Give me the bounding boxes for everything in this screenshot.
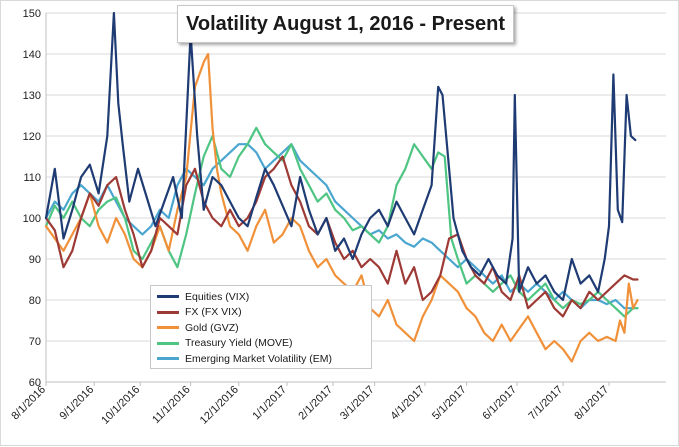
series-line-1 bbox=[44, 155, 639, 318]
y-tick-label: 150 bbox=[23, 8, 41, 20]
legend-item-treasury: Treasury Yield (MOVE) bbox=[157, 336, 371, 352]
x-tick-label: 12/1/2016 bbox=[198, 384, 241, 427]
y-tick-label: 90 bbox=[29, 254, 41, 266]
x-tick-label: 10/1/2016 bbox=[99, 384, 142, 427]
legend-swatch-treasury bbox=[157, 341, 179, 345]
x-tick-label: 7/1/2017 bbox=[526, 384, 565, 423]
chart-title: Volatility August 1, 2016 - Present bbox=[177, 5, 514, 43]
series-line-0 bbox=[44, 11, 637, 302]
y-tick-label: 110 bbox=[23, 172, 41, 184]
series-lines bbox=[44, 11, 639, 363]
legend-label-equities: Equities (VIX) bbox=[185, 290, 250, 303]
axes bbox=[45, 13, 666, 386]
x-tick-label: 3/1/2017 bbox=[338, 384, 377, 423]
legend-swatch-em bbox=[157, 357, 179, 361]
legend-label-fx: FX (FX VIX) bbox=[185, 306, 242, 319]
legend-item-gold: Gold (GVZ) bbox=[157, 320, 371, 336]
legend-swatch-equities bbox=[157, 295, 179, 299]
series-line-4 bbox=[44, 143, 639, 310]
y-tick-label: 60 bbox=[29, 377, 41, 389]
x-tick-label: 1/1/2017 bbox=[250, 384, 289, 423]
legend-swatch-fx bbox=[157, 310, 179, 314]
legend-label-gold: Gold (GVZ) bbox=[185, 321, 239, 334]
x-tick-label: 9/1/2016 bbox=[58, 384, 97, 423]
x-tick-label: 8/1/2017 bbox=[572, 384, 611, 423]
legend-swatch-gold bbox=[157, 326, 179, 330]
legend-label-treasury: Treasury Yield (MOVE) bbox=[185, 337, 293, 350]
y-tick-label: 80 bbox=[29, 295, 41, 307]
y-tick-label: 130 bbox=[23, 90, 41, 102]
legend-item-fx: FX (FX VIX) bbox=[157, 305, 371, 321]
y-tick-label: 100 bbox=[23, 213, 41, 225]
x-tick-label: 2/1/2017 bbox=[296, 384, 335, 423]
y-tick-label: 70 bbox=[29, 336, 41, 348]
x-tick-labels: 8/1/2016 9/1/2016 10/1/2016 11/1/2016 12/1/2… bbox=[9, 384, 611, 427]
legend-item-equities: Equities (VIX) bbox=[157, 289, 371, 305]
x-tick-label: 11/1/2016 bbox=[150, 384, 193, 427]
series-line-3 bbox=[44, 126, 639, 318]
legend-item-em: Emerging Market Volatility (EM) bbox=[157, 351, 371, 367]
y-tick-label: 120 bbox=[23, 131, 41, 143]
legend-label-em: Emerging Market Volatility (EM) bbox=[185, 352, 333, 365]
y-tick-label: 140 bbox=[23, 49, 41, 61]
chart-legend: Equities (VIX) FX (FX VIX) Gold (GVZ) Tr… bbox=[150, 285, 372, 369]
x-tick-label: 6/1/2017 bbox=[480, 384, 519, 423]
x-tick-label: 4/1/2017 bbox=[388, 384, 427, 423]
gridlines bbox=[46, 12, 666, 383]
y-tick-labels: 60 70 80 90 100 110 120 130 140 150 bbox=[23, 8, 41, 389]
x-tick-label: 8/1/2016 bbox=[9, 384, 48, 423]
x-tick-label: 5/1/2017 bbox=[430, 384, 469, 423]
